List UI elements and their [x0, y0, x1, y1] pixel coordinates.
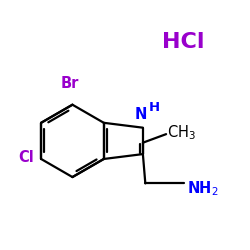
Text: H: H [148, 101, 160, 114]
Text: NH$_2$: NH$_2$ [187, 179, 218, 198]
Text: Cl: Cl [18, 150, 34, 165]
Text: CH$_3$: CH$_3$ [167, 123, 196, 142]
Text: HCl: HCl [162, 32, 205, 52]
Text: N: N [134, 106, 147, 122]
Text: Br: Br [61, 76, 79, 91]
